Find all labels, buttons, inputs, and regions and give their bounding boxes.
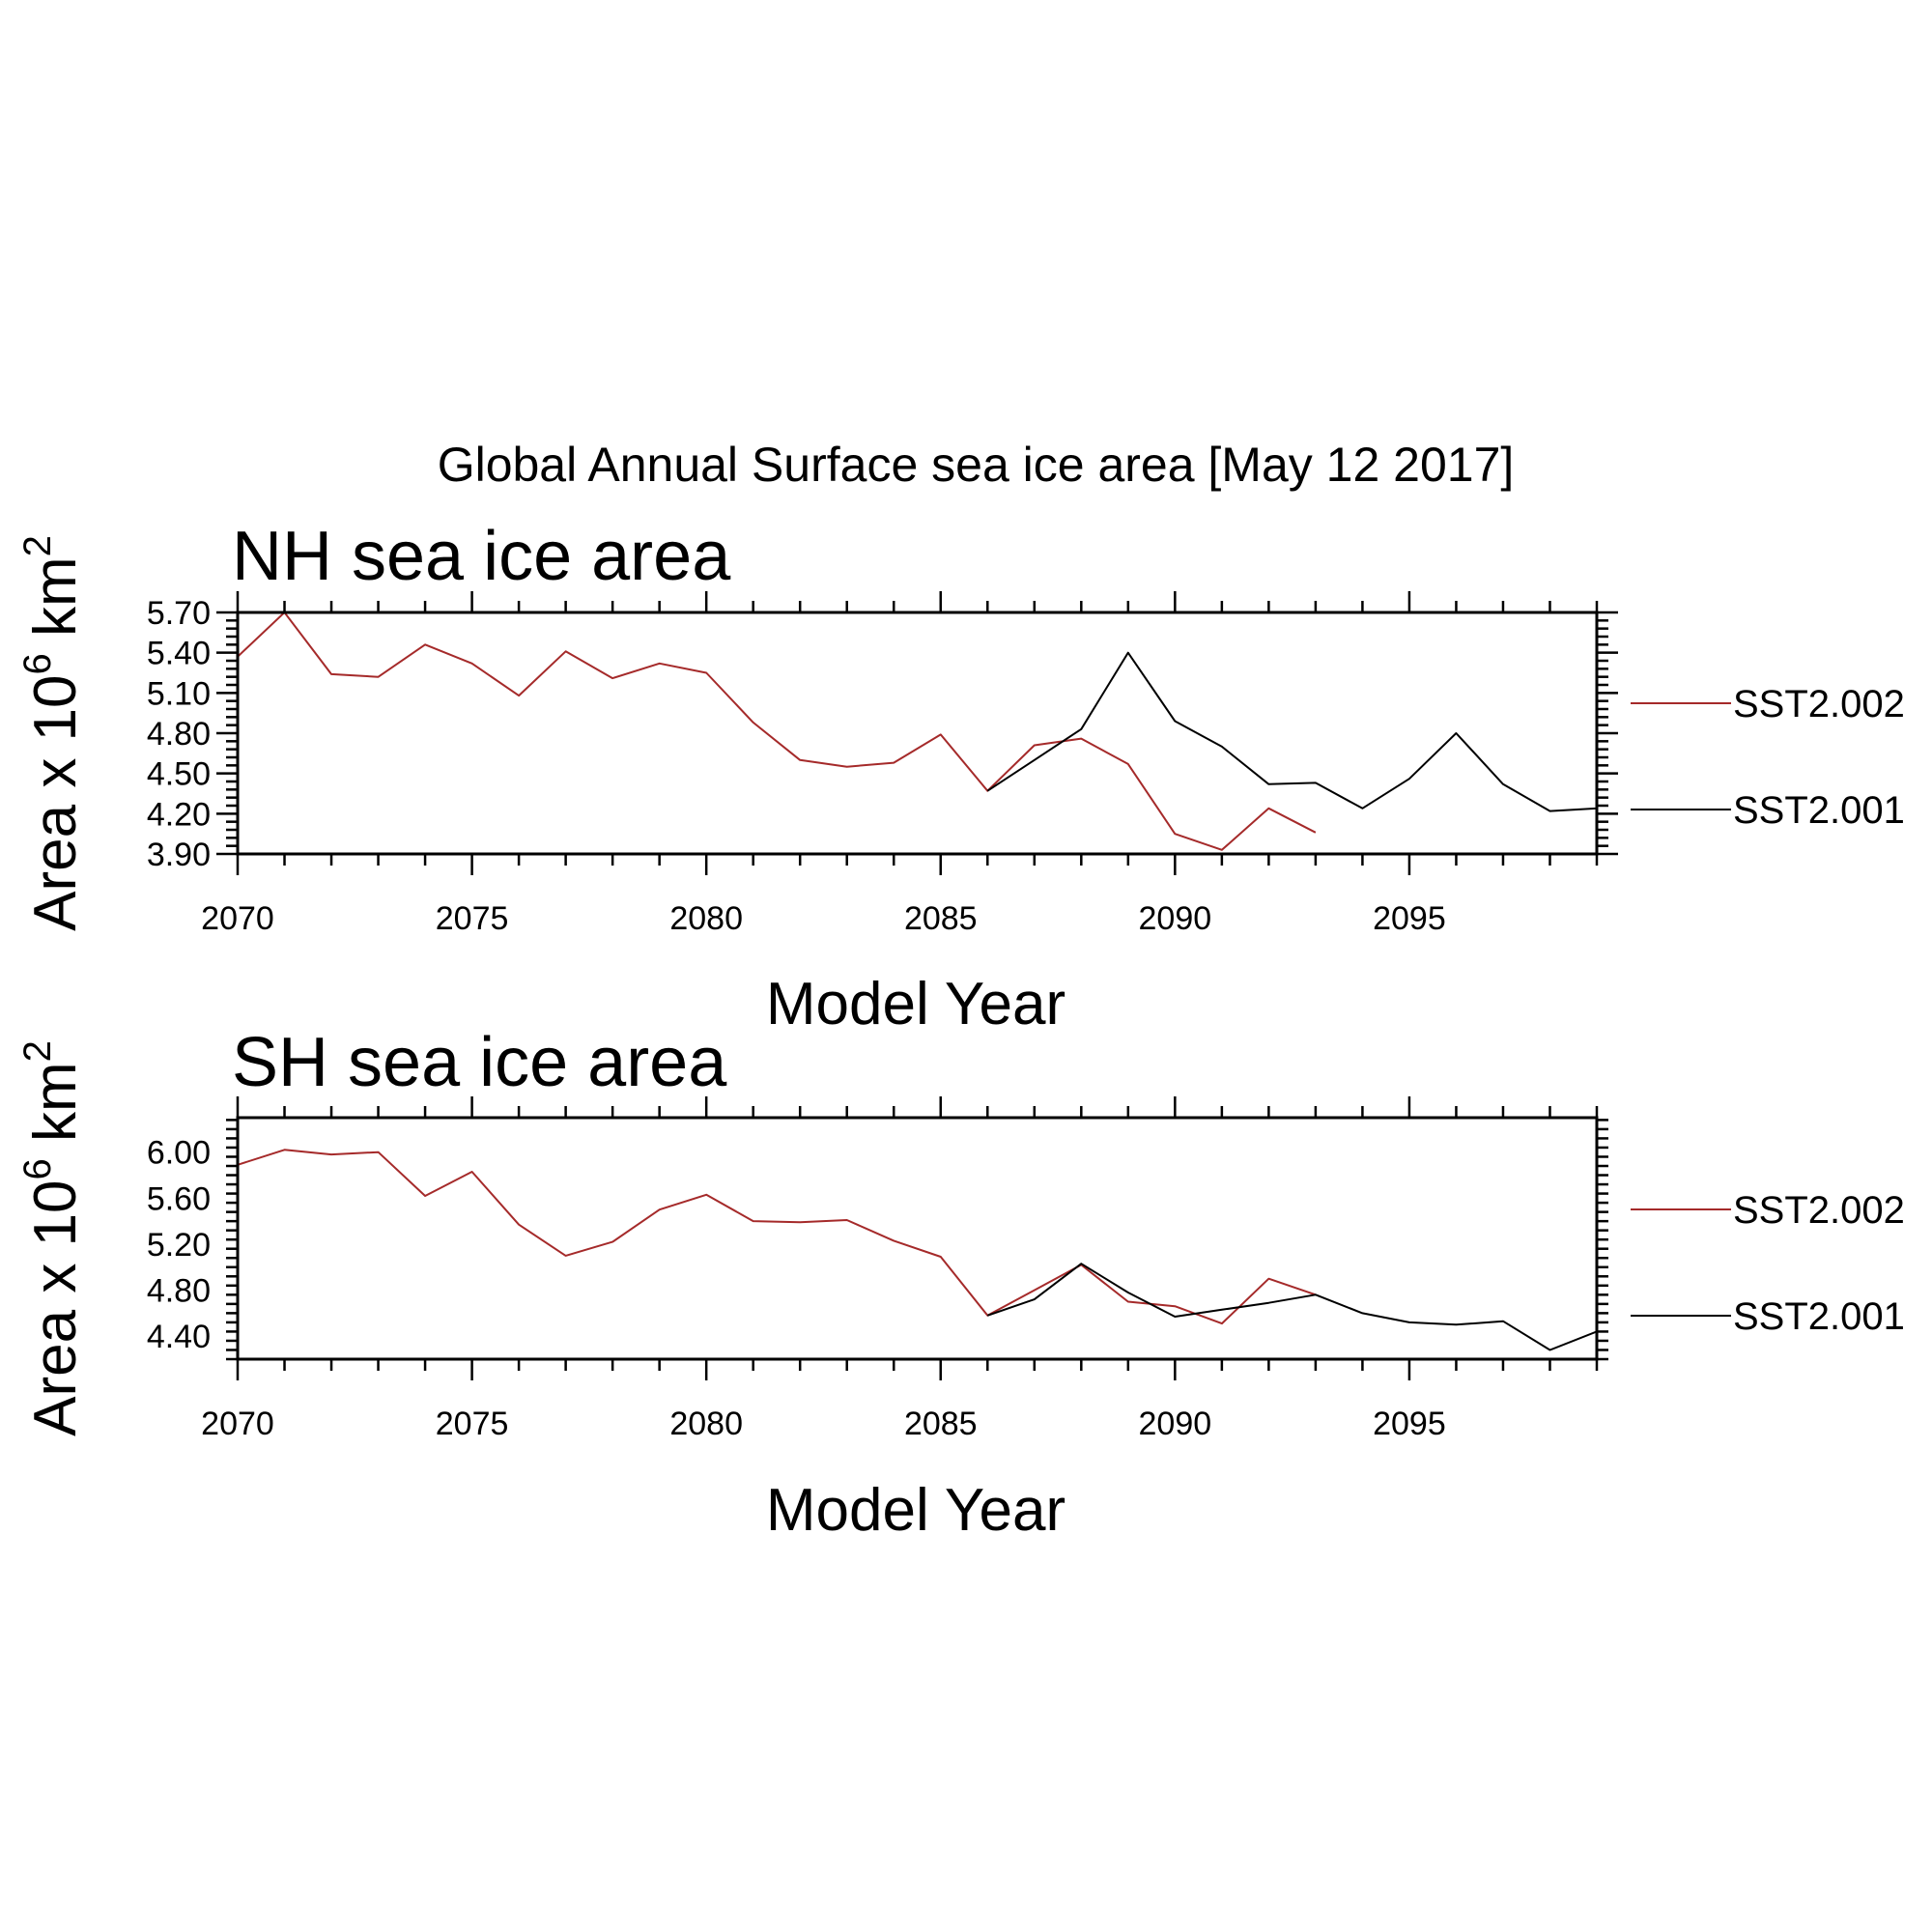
nh-y-tick-label: 5.40 — [147, 636, 211, 672]
nh-x-tick-label: 2070 — [201, 900, 274, 937]
nh-y-axis-title: Area x 106 km2 — [16, 535, 89, 931]
sh-y-tick-label: 6.00 — [147, 1135, 211, 1172]
nh-series-SST2-001 — [986, 651, 1598, 812]
nh-y-tick-label: 4.80 — [147, 716, 211, 753]
nh-legend-label: SST2.002 — [1733, 683, 1905, 725]
sh-series-SST2-001 — [986, 1263, 1598, 1351]
nh-x-tick-label: 2095 — [1373, 900, 1446, 937]
sh-x-tick-label: 2075 — [436, 1406, 509, 1442]
nh-x-tick-label: 2075 — [436, 900, 509, 937]
nh-legend-label: SST2.001 — [1733, 789, 1905, 832]
nh-panel-title: NH sea ice area — [232, 518, 731, 595]
nh-x-tick-label: 2090 — [1139, 900, 1212, 937]
sh-legend-label: SST2.002 — [1733, 1189, 1905, 1232]
sh-y-axis-label: Area x 106 km2 — [16, 1040, 89, 1436]
nh-series-SST2-002 — [237, 611, 1317, 851]
sh-x-tick-label: 2095 — [1373, 1406, 1446, 1442]
nh-y-tick-label: 5.10 — [147, 675, 211, 712]
sh-y-tick-label: 5.60 — [147, 1180, 211, 1217]
nh-panel: NH sea ice area Area x 106 km2 Model Yea… — [16, 518, 1905, 1037]
sh-panel-title: SH sea ice area — [232, 1024, 727, 1101]
nh-y-axis-label: Area x 106 km2 — [16, 535, 89, 931]
nh-x-tick-label: 2085 — [904, 900, 978, 937]
sh-panel: SH sea ice area Area x 106 km2 Model Yea… — [16, 1024, 1905, 1544]
sh-series-SST2-002 — [237, 1149, 1317, 1325]
nh-x-axis-label: Model Year — [766, 971, 1065, 1037]
figure-title: Global Annual Surface sea ice area [May … — [438, 438, 1515, 492]
sh-x-axis-label: Model Year — [766, 1477, 1065, 1544]
nh-y-tick-label: 3.90 — [147, 837, 211, 873]
sh-y-axis-title: Area x 106 km2 — [16, 1040, 89, 1436]
nh-y-tick-label: 4.50 — [147, 756, 211, 793]
sh-x-tick-label: 2080 — [669, 1406, 743, 1442]
sh-y-tick-label: 4.80 — [147, 1273, 211, 1310]
sh-plot-frame — [236, 1116, 1599, 1361]
sh-x-tick-label: 2070 — [201, 1406, 274, 1442]
sh-x-tick-label: 2085 — [904, 1406, 978, 1442]
nh-y-tick-label: 5.70 — [147, 595, 211, 632]
sh-y-tick-label: 5.20 — [147, 1227, 211, 1264]
sh-legend-label: SST2.001 — [1733, 1295, 1905, 1338]
sh-x-tick-label: 2090 — [1139, 1406, 1212, 1442]
nh-x-tick-label: 2080 — [669, 900, 743, 937]
nh-y-tick-label: 4.20 — [147, 796, 211, 833]
sh-y-tick-label: 4.40 — [147, 1319, 211, 1355]
nh-plot-frame — [236, 611, 1599, 856]
